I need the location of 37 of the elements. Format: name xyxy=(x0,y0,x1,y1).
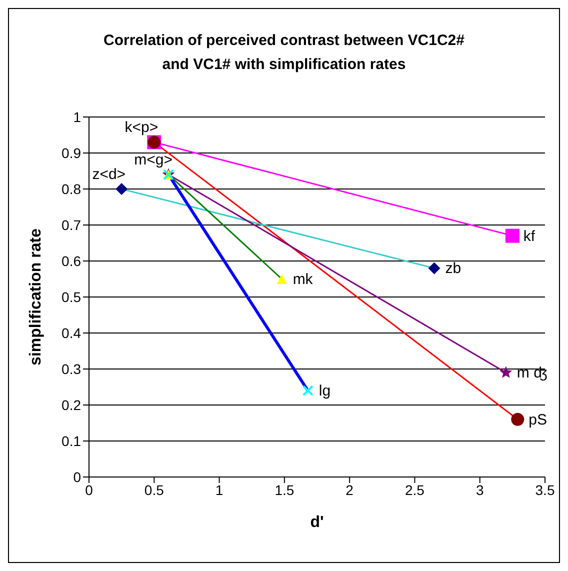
y-tick-label: 0.5 xyxy=(62,288,82,305)
x-tick-label: 3.5 xyxy=(535,482,555,498)
x-tick-label: 0.5 xyxy=(144,482,164,498)
point xyxy=(505,228,520,243)
x-tick-label: 2.5 xyxy=(404,482,425,498)
x-tick-label: 3 xyxy=(476,482,484,498)
chart-title: Correlation of perceived contrast between VC1C2# and VC1# with simplification rates xyxy=(102,31,466,75)
x-tick-label: 1.5 xyxy=(274,482,294,498)
y-tick-label: 0 xyxy=(73,468,82,485)
x-tick-label: 0 xyxy=(85,482,94,498)
point xyxy=(511,412,524,426)
annotation: m ʤ xyxy=(516,364,548,382)
annotation: kf xyxy=(523,228,536,245)
y-tick-label: 0.9 xyxy=(62,144,82,161)
annotation: z<d> xyxy=(92,166,126,183)
x-tick-label: 2 xyxy=(346,482,354,498)
annotation: m<g> xyxy=(134,152,173,169)
annotation: lg xyxy=(318,382,331,400)
y-tick-label: 0.2 xyxy=(62,396,82,413)
annotation: k<p> xyxy=(124,119,158,136)
y-tick-label: 0.4 xyxy=(62,324,82,341)
x-axis-title: d' xyxy=(310,514,324,531)
point xyxy=(500,366,512,378)
x-tick-label: 1 xyxy=(215,482,224,498)
y-axis-title: simplification rate xyxy=(28,228,45,366)
annotation: pS xyxy=(528,411,547,428)
y-tick-label: 0.6 xyxy=(62,252,82,269)
annotation: zb xyxy=(445,260,462,278)
y-tick-label: 0.3 xyxy=(62,360,82,377)
annotation: mk xyxy=(292,271,314,288)
y-tick-label: 1 xyxy=(73,108,82,125)
y-tick-label: 0.1 xyxy=(62,432,82,449)
y-tick-label: 0.7 xyxy=(62,216,82,233)
point xyxy=(302,385,314,396)
y-tick-label: 0.8 xyxy=(62,180,82,197)
point xyxy=(428,262,440,274)
point xyxy=(116,183,128,195)
